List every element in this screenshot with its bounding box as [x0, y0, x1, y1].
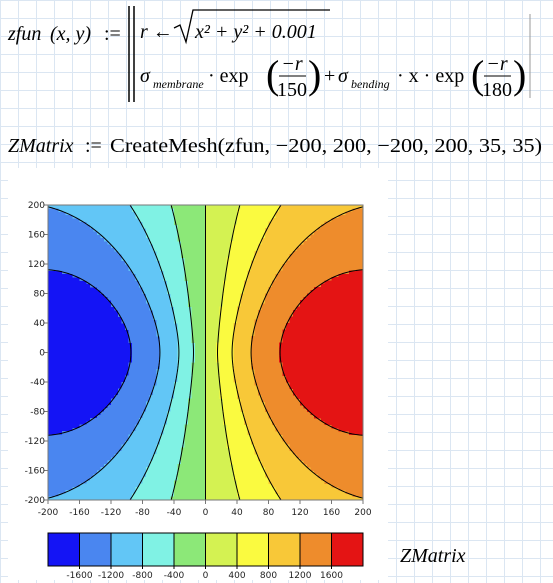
- x-tick-label: 80: [263, 508, 275, 518]
- sigma-b-sub: bending: [351, 77, 390, 91]
- colorbar-tick-label: -800: [132, 571, 153, 581]
- contour-line: [170, 204, 194, 501]
- exp2: · x · exp: [397, 65, 464, 87]
- frac2-num: −r: [486, 53, 507, 75]
- frac2-den: 180: [482, 79, 512, 101]
- x-tick-label: 160: [323, 508, 340, 518]
- x-tick-label: -80: [135, 508, 150, 518]
- colorbar-tick-label: -1200: [98, 571, 124, 581]
- y-tick-label: 80: [34, 290, 46, 300]
- contour-line: [279, 269, 364, 436]
- frac1-num: −r: [281, 53, 302, 75]
- x-tick-label: -120: [101, 508, 122, 518]
- y-tick-label: -120: [25, 437, 46, 447]
- colorbar-box: [173, 532, 206, 567]
- colorbar-tick-label: 800: [260, 571, 277, 581]
- contour-line: [250, 206, 364, 499]
- y-tick-label: 200: [28, 201, 45, 211]
- x-tick-label: 120: [291, 508, 308, 518]
- y-tick-label: 40: [34, 319, 46, 329]
- colorbar-box: [79, 532, 112, 567]
- contour-line: [231, 204, 282, 501]
- frac1-den: 150: [277, 79, 307, 101]
- contour-band: [132, 205, 196, 501]
- x-tick-label: 200: [354, 508, 371, 518]
- colorbar-tick-label: 400: [228, 571, 245, 581]
- colorbar-box: [331, 532, 364, 567]
- contour-band: [48, 208, 161, 498]
- paren: (: [266, 52, 279, 97]
- contour-band: [170, 205, 206, 501]
- contour-band: [48, 205, 178, 501]
- contour-band: [205, 205, 241, 501]
- x-tick-label: 0: [203, 508, 209, 518]
- function-definition: zfun (x, y) := r ← x² + y² + 0.001 σ mem…: [7, 6, 531, 102]
- colorbar-label: ZMatrix: [400, 545, 466, 567]
- paren: ): [513, 52, 526, 97]
- mesh-definition: ZMatrix := CreateMesh(zfun, −200, 200, −…: [8, 135, 542, 157]
- sigma-m-sub: membrane: [153, 77, 204, 91]
- line1-lhs: r ←: [140, 21, 173, 43]
- colorbar-box: [205, 532, 238, 567]
- x-tick-label: 40: [231, 508, 243, 518]
- y-tick-label: -80: [30, 408, 45, 418]
- sigma-b: σ: [338, 65, 349, 87]
- sqrt-content: x² + y² + 0.001: [194, 21, 317, 43]
- contour-line: [47, 269, 132, 436]
- contour-plot: -200 -160 -120 -80 -40 0 40 80 120 160 200-200-160…: [25, 201, 372, 581]
- exp1: · exp: [208, 65, 249, 87]
- colorbar-box: [299, 532, 332, 567]
- colorbar-tick-label: 0: [203, 571, 209, 581]
- y-tick-label: 120: [28, 260, 45, 270]
- contour-line: [217, 204, 241, 501]
- y-tick-label: -160: [25, 467, 46, 477]
- x-tick-label: -200: [38, 508, 59, 518]
- colorbar-box: [142, 532, 175, 567]
- func-params: (x, y): [50, 23, 91, 45]
- colorbar-box: [110, 532, 143, 567]
- contour-line: [47, 206, 161, 499]
- sqrt-sign: [173, 9, 330, 45]
- mesh-call: CreateMesh(zfun, −200, 200, −200, 200, 3…: [110, 135, 542, 157]
- paren: ): [308, 52, 321, 97]
- colorbar-tick-label: -400: [164, 571, 185, 581]
- y-tick-label: 0: [39, 349, 45, 359]
- y-tick-label: -200: [25, 496, 46, 506]
- colorbar-tick-label: 1200: [289, 571, 312, 581]
- colorbar-box: [236, 532, 269, 567]
- contour-band: [48, 270, 133, 435]
- mesh-name: ZMatrix: [8, 135, 74, 157]
- x-tick-label: -40: [167, 508, 182, 518]
- func-name: zfun: [7, 23, 41, 45]
- contour-band: [216, 205, 280, 501]
- y-tick-label: -40: [30, 378, 45, 388]
- colorbar-tick-label: -1600: [66, 571, 92, 581]
- plus: +: [324, 65, 335, 87]
- x-tick-label: -160: [69, 508, 90, 518]
- sigma-m: σ: [140, 65, 151, 87]
- contour-band: [251, 208, 364, 498]
- contour-band: [279, 270, 364, 435]
- colorbar-box: [268, 532, 301, 567]
- paren: (: [471, 52, 484, 97]
- y-tick-label: 160: [28, 231, 45, 241]
- contour-band: [233, 205, 364, 501]
- assign: :=: [104, 23, 121, 45]
- colorbar-box: [47, 532, 80, 567]
- contour-line: [129, 204, 180, 501]
- mesh-assign: :=: [85, 135, 102, 157]
- colorbar-tick-label: 1600: [320, 571, 343, 581]
